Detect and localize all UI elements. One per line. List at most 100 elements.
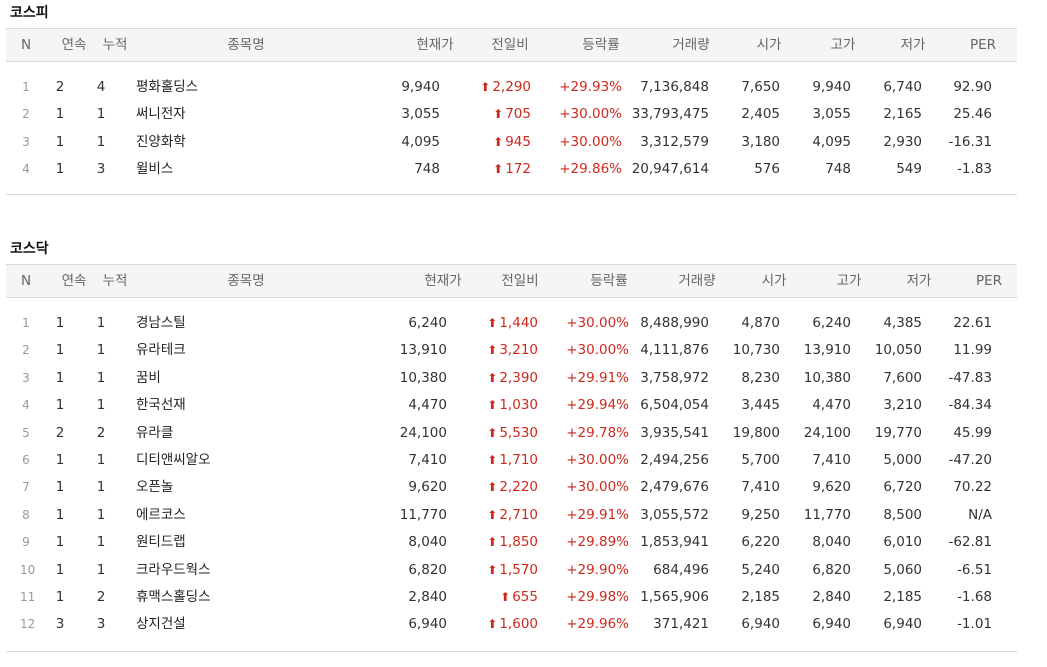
col-per: 92.90 bbox=[953, 79, 992, 95]
header-col-name[interactable]: 종목명 bbox=[227, 37, 265, 53]
col-name[interactable]: 진양화학 bbox=[136, 133, 186, 150]
col-streak: 1 bbox=[55, 589, 65, 605]
col-name[interactable]: 평화홀딩스 bbox=[136, 79, 199, 95]
col-price: 7,410 bbox=[408, 452, 447, 468]
header-col-volume[interactable]: 거래량 bbox=[672, 37, 710, 53]
col-volume: 684,496 bbox=[653, 561, 709, 578]
col-name[interactable]: 에르코스 bbox=[136, 506, 186, 523]
col-name[interactable]: 상지건설 bbox=[136, 616, 186, 633]
header-col-price[interactable]: 현재가 bbox=[424, 273, 462, 289]
header-col-per[interactable]: PER bbox=[969, 37, 997, 53]
col-price: 4,095 bbox=[401, 133, 440, 150]
table-header: N 연속 누적 종목명 현재가 전일비 등락률 거래량 시가 고가 저가 PER bbox=[6, 28, 1017, 62]
header-col-name[interactable]: 종목명 bbox=[227, 273, 265, 289]
col-streak: 2 bbox=[55, 424, 65, 441]
arrow-up-icon: ⬆ bbox=[487, 425, 498, 440]
header-col-open[interactable]: 시가 bbox=[761, 273, 787, 289]
header-col-rate[interactable]: 등락률 bbox=[582, 37, 620, 53]
table-bottom-border bbox=[6, 194, 1017, 195]
col-cumulative: 4 bbox=[96, 79, 106, 95]
col-volume: 3,055,572 bbox=[640, 506, 709, 523]
col-per: 25.46 bbox=[953, 106, 992, 123]
header-col-volume[interactable]: 거래량 bbox=[678, 273, 716, 289]
col-price: 6,940 bbox=[408, 616, 447, 633]
header-col-change[interactable]: 전일비 bbox=[501, 273, 539, 289]
col-n: 1 bbox=[22, 80, 30, 94]
header-col-low[interactable]: 저가 bbox=[900, 37, 926, 53]
col-change: ⬆ 5,530 bbox=[487, 420, 538, 447]
col-low: 6,740 bbox=[883, 79, 922, 95]
col-n: 7 bbox=[22, 480, 30, 495]
change-value: 2,220 bbox=[499, 479, 538, 496]
arrow-up-icon: ⬆ bbox=[487, 343, 498, 358]
col-low: 549 bbox=[896, 161, 922, 178]
col-change: ⬆ 1,600 bbox=[487, 611, 538, 638]
arrow-up-icon: ⬆ bbox=[487, 507, 498, 522]
col-name[interactable]: 휴맥스홀딩스 bbox=[136, 589, 211, 605]
col-change: ⬆ 1,570 bbox=[487, 557, 538, 584]
col-volume: 3,312,579 bbox=[640, 133, 709, 150]
col-name[interactable]: 꿈비 bbox=[136, 369, 161, 386]
header-col-high[interactable]: 고가 bbox=[830, 37, 856, 53]
col-open: 19,800 bbox=[732, 424, 780, 441]
table-row: 2 1 1 유라테크 13,910 ⬆ 3,210 +30.00% 4,111,876 10,73… bbox=[6, 337, 1017, 364]
change-value: 172 bbox=[505, 161, 531, 178]
header-col-streak[interactable]: 연속 bbox=[61, 273, 87, 289]
col-name[interactable]: 크라우드웍스 bbox=[136, 561, 211, 578]
col-per: 70.22 bbox=[953, 479, 992, 496]
col-name[interactable]: 유라클 bbox=[136, 424, 174, 441]
col-name[interactable]: 유라테크 bbox=[136, 342, 186, 359]
header-col-n[interactable]: N bbox=[20, 37, 32, 53]
col-streak: 1 bbox=[55, 452, 65, 468]
table-row: 8 1 1 에르코스 11,770 ⬆ 2,710 +29.91% 3,055,572 9,250… bbox=[6, 502, 1017, 529]
header-col-streak[interactable]: 연속 bbox=[61, 37, 87, 53]
header-col-rate[interactable]: 등락률 bbox=[590, 273, 628, 289]
col-rate: +29.90% bbox=[566, 561, 629, 578]
col-cumulative: 1 bbox=[96, 534, 106, 551]
col-n: 3 bbox=[22, 370, 30, 385]
col-n: 2 bbox=[22, 343, 30, 358]
header-col-price[interactable]: 현재가 bbox=[416, 37, 454, 53]
section-title: 코스피 bbox=[10, 5, 49, 21]
table-row: 5 2 2 유라클 24,100 ⬆ 5,530 +29.78% 3,935,541 19,800… bbox=[6, 420, 1017, 447]
col-rate: +30.00% bbox=[559, 106, 622, 123]
arrow-up-icon: ⬆ bbox=[487, 480, 498, 495]
change-value: 1,440 bbox=[499, 315, 538, 331]
col-volume: 2,479,676 bbox=[640, 479, 709, 496]
header-col-high[interactable]: 고가 bbox=[836, 273, 862, 289]
col-name[interactable]: 오픈놀 bbox=[136, 479, 174, 496]
col-name[interactable]: 윌비스 bbox=[136, 161, 174, 178]
table-row: 7 1 1 오픈놀 9,620 ⬆ 2,220 +30.00% 2,479,676 7,410 9,… bbox=[6, 474, 1017, 501]
col-n: 4 bbox=[22, 398, 30, 413]
header-col-low[interactable]: 저가 bbox=[906, 273, 932, 289]
arrow-up-icon: ⬆ bbox=[493, 107, 504, 122]
header-col-cumulative[interactable]: 누적 bbox=[102, 37, 128, 53]
col-streak: 1 bbox=[55, 534, 65, 551]
col-rate: +30.00% bbox=[559, 133, 622, 150]
header-col-n[interactable]: N bbox=[20, 273, 32, 289]
col-volume: 1,565,906 bbox=[640, 589, 709, 605]
col-name[interactable]: 디티앤씨알오 bbox=[136, 452, 211, 468]
col-price: 24,100 bbox=[399, 424, 447, 441]
col-rate: +30.00% bbox=[566, 342, 629, 359]
col-name[interactable]: 원티드랩 bbox=[136, 534, 186, 551]
header-col-per[interactable]: PER bbox=[975, 273, 1003, 289]
col-change: ⬆ 1,030 bbox=[487, 392, 538, 419]
header-col-cumulative[interactable]: 누적 bbox=[102, 273, 128, 289]
col-name[interactable]: 경남스틸 bbox=[136, 315, 186, 331]
header-col-open[interactable]: 시가 bbox=[756, 37, 782, 53]
col-low: 6,720 bbox=[883, 479, 922, 496]
table-row: 1 1 1 경남스틸 6,240 ⬆ 1,440 +30.00% 8,488,990 4,870 6… bbox=[6, 310, 1017, 337]
change-value: 705 bbox=[505, 106, 531, 123]
change-value: 3,210 bbox=[499, 342, 538, 359]
col-rate: +29.96% bbox=[566, 616, 629, 633]
col-high: 2,840 bbox=[812, 589, 851, 605]
col-low: 3,210 bbox=[883, 397, 922, 414]
table-row: 2 1 1 써니전자 3,055 ⬆ 705 +30.00% 33,793,475 2,405 3,… bbox=[6, 101, 1017, 128]
col-high: 6,240 bbox=[812, 315, 851, 331]
header-col-change[interactable]: 전일비 bbox=[491, 37, 529, 53]
col-change: ⬆ 2,390 bbox=[487, 365, 538, 392]
col-n: 8 bbox=[22, 507, 30, 522]
col-name[interactable]: 써니전자 bbox=[136, 106, 186, 123]
col-name[interactable]: 한국선재 bbox=[136, 397, 186, 414]
